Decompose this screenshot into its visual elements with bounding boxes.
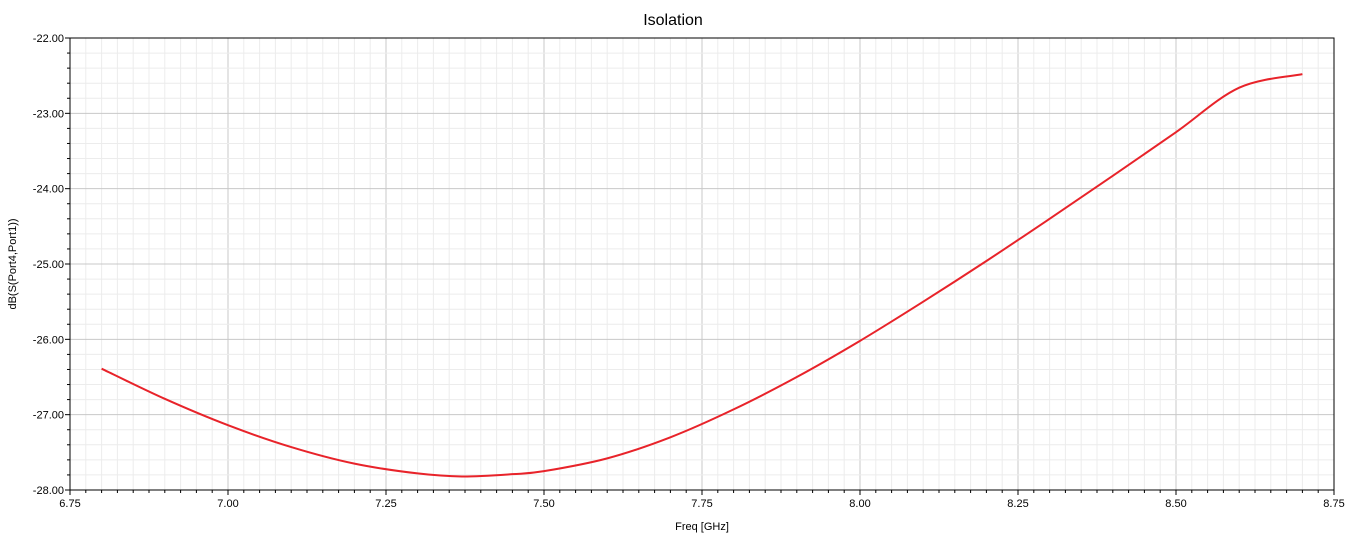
- y-tick-label: -23.00: [33, 108, 64, 120]
- x-axis-label: Freq [GHz]: [675, 521, 729, 533]
- x-tick-label: 7.75: [691, 498, 712, 510]
- x-tick-label: 8.00: [849, 498, 870, 510]
- series-layer: [101, 73, 1303, 478]
- y-axis-label: dB(S(Port4,Port1)): [7, 218, 19, 309]
- grid: [69, 37, 1335, 491]
- y-tick-label: -22.00: [33, 33, 64, 45]
- y-tick-label: -24.00: [33, 184, 64, 196]
- x-tick-label: 8.50: [1165, 498, 1186, 510]
- x-tick-label: 7.25: [375, 498, 396, 510]
- y-tick-label: -28.00: [33, 485, 64, 497]
- chart-title: Isolation: [643, 12, 703, 29]
- x-tick-label: 8.75: [1323, 498, 1344, 510]
- y-tick-label: -26.00: [33, 334, 64, 346]
- y-tick-label: -25.00: [33, 259, 64, 271]
- x-tick-label: 8.25: [1007, 498, 1028, 510]
- plot-frame: [69, 37, 1335, 491]
- series-line-0: [101, 73, 1303, 478]
- y-tick-label: -27.00: [33, 410, 64, 422]
- axis-ticks: 6.75 7.00 7.25 7.50 7.75 8.00 8.25 8.50 8.75 -22.…: [33, 33, 1345, 510]
- x-tick-label: 6.75: [59, 498, 80, 510]
- x-tick-label: 7.00: [217, 498, 238, 510]
- x-tick-label: 7.50: [533, 498, 554, 510]
